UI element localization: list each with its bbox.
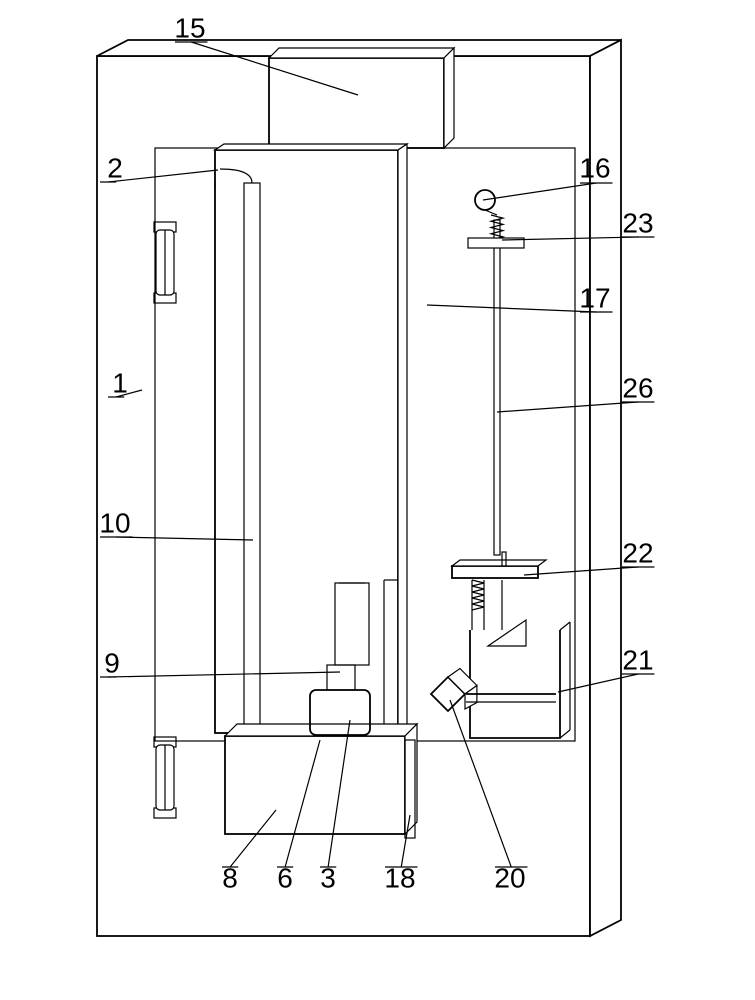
shelf-8 [225,736,405,834]
label-15: 15 [174,12,205,43]
label-10: 10 [99,507,130,538]
label-1: 1 [112,367,128,398]
door [215,150,398,733]
label-26: 26 [622,372,653,403]
plate-22 [452,566,538,578]
label-17: 17 [579,282,610,313]
label-21: 21 [622,644,653,675]
label-9: 9 [104,647,120,678]
label-22: 22 [622,537,653,568]
label-2: 2 [107,152,123,183]
label-16: 16 [579,152,610,183]
label-23: 23 [622,207,653,238]
